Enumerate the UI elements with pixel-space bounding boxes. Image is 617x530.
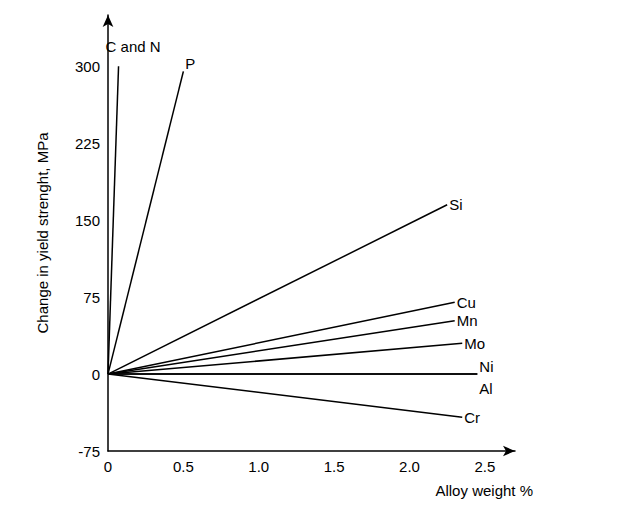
- svg-text:2.0: 2.0: [399, 458, 420, 475]
- svg-text:1.0: 1.0: [248, 458, 269, 475]
- svg-text:Ni: Ni: [479, 358, 493, 375]
- svg-text:Mo: Mo: [464, 335, 485, 352]
- svg-text:2.5: 2.5: [474, 458, 495, 475]
- svg-text:Al: Al: [479, 380, 492, 397]
- svg-text:Cr: Cr: [464, 409, 480, 426]
- svg-text:Alloy weight %: Alloy weight %: [435, 482, 533, 499]
- svg-text:0.5: 0.5: [173, 458, 194, 475]
- svg-text:225: 225: [75, 135, 100, 152]
- svg-text:Si: Si: [449, 196, 462, 213]
- svg-text:Change in yield strenght, MPa: Change in yield strenght, MPa: [34, 132, 51, 334]
- svg-text:0: 0: [92, 366, 100, 383]
- svg-text:-75: -75: [78, 443, 100, 460]
- svg-text:P: P: [185, 55, 195, 72]
- svg-text:75: 75: [83, 289, 100, 306]
- svg-text:1.5: 1.5: [324, 458, 345, 475]
- svg-text:Cu: Cu: [457, 294, 476, 311]
- svg-text:150: 150: [75, 212, 100, 229]
- svg-text:300: 300: [75, 58, 100, 75]
- svg-text:0: 0: [104, 458, 112, 475]
- svg-text:C and N: C and N: [106, 38, 161, 55]
- svg-text:Mn: Mn: [457, 312, 478, 329]
